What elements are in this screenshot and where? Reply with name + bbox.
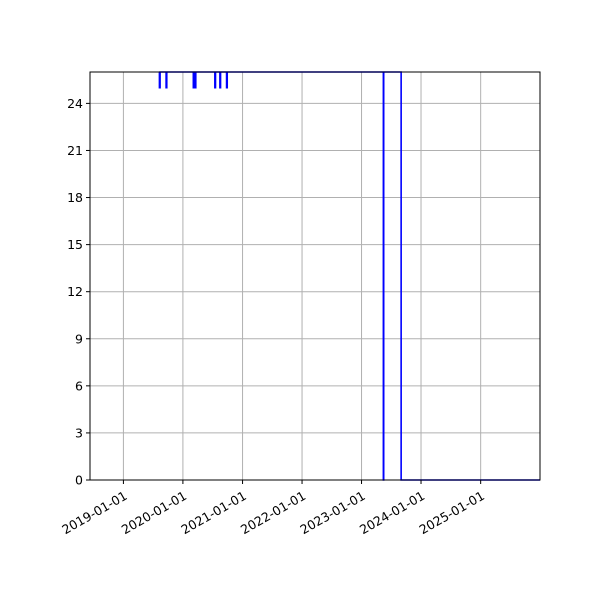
y-tick-label: 18 — [67, 190, 83, 205]
y-tick-label: 9 — [75, 331, 83, 346]
y-tick-label: 0 — [75, 473, 83, 488]
y-tick-label: 15 — [67, 237, 83, 252]
y-tick-label: 24 — [67, 96, 83, 111]
y-tick-label: 6 — [75, 378, 83, 393]
series-layer — [158, 71, 540, 481]
plot-frame — [89, 71, 541, 481]
x-tick-label: 2023-01-01 — [297, 488, 367, 537]
x-tick-label: 2020-01-01 — [119, 488, 189, 537]
series-line — [158, 71, 540, 481]
grid-layer — [90, 72, 540, 481]
x-tick-label: 2022-01-01 — [238, 488, 308, 537]
x-tick-label: 2021-01-01 — [178, 488, 248, 537]
x-tick-label: 2025-01-01 — [417, 488, 487, 537]
x-tick-label: 2019-01-01 — [59, 488, 129, 537]
y-tick-label: 3 — [75, 425, 83, 440]
x-tick-label: 2024-01-01 — [357, 488, 427, 537]
y-tick-label: 21 — [67, 143, 83, 158]
y-tick-label: 12 — [67, 284, 83, 299]
